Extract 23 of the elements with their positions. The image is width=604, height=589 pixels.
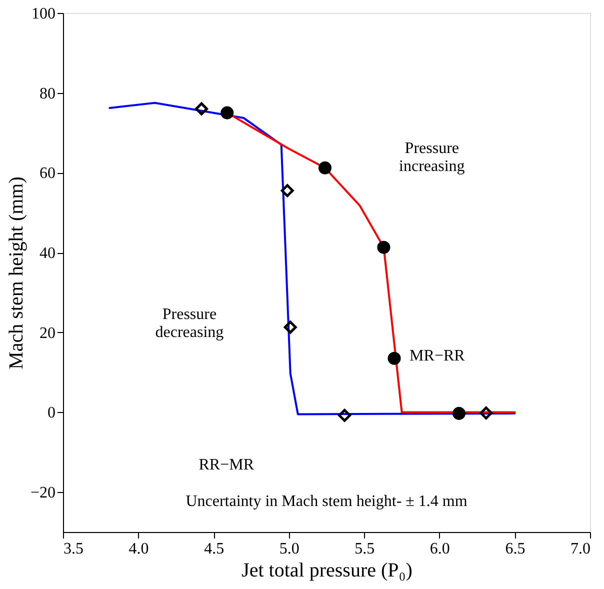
y-tick-label: 40 [40, 245, 56, 262]
y-tick-label: 20 [40, 324, 56, 342]
x-tick-label: 6.5 [505, 540, 526, 558]
y-tick-label: 0 [48, 404, 56, 422]
annotation: Pressure increasing [399, 140, 465, 175]
line-series [108, 102, 516, 416]
y-axis-title: Mach stem height (mm) [5, 176, 28, 370]
annotation: Pressure decreasing [155, 306, 224, 342]
x-tick-label: 3.5 [64, 540, 84, 558]
annotation: MR−RR [410, 348, 466, 365]
x-tick-label: 4.5 [204, 540, 224, 558]
x-tick-label: 4.0 [128, 540, 149, 558]
x-axis-title: Jet total pressure (P₀) [242, 560, 412, 582]
x-tick-label: 7.0 [570, 540, 590, 558]
annotation: RR−MR [198, 456, 254, 474]
x-tick-label: 6.0 [430, 540, 450, 558]
y-tick-label: −20 [30, 484, 56, 502]
annotation: Uncertainty in Mach stem height- ± 1.4 mm [186, 492, 468, 510]
y-tick-label: 60 [40, 165, 56, 182]
y-tick-label: 80 [40, 85, 56, 102]
y-tick-label: 100 [32, 6, 56, 22]
x-tick-label: 5.5 [354, 540, 375, 558]
x-tick-label: 5.0 [279, 540, 300, 558]
